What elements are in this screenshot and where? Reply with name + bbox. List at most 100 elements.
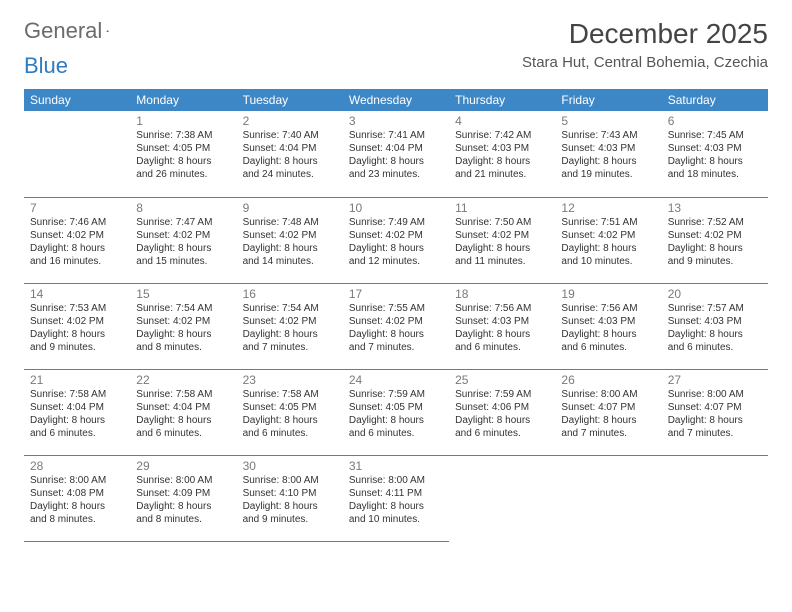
day-number: 12 <box>561 201 655 215</box>
calendar-day-cell: 5Sunrise: 7:43 AMSunset: 4:03 PMDaylight… <box>555 111 661 197</box>
calendar-week-row: 7Sunrise: 7:46 AMSunset: 4:02 PMDaylight… <box>24 197 768 283</box>
day-number: 14 <box>30 287 124 301</box>
calendar-day-cell: 27Sunrise: 8:00 AMSunset: 4:07 PMDayligh… <box>662 369 768 455</box>
day-number: 24 <box>349 373 443 387</box>
calendar-day-cell: 12Sunrise: 7:51 AMSunset: 4:02 PMDayligh… <box>555 197 661 283</box>
day-info: Sunrise: 7:49 AMSunset: 4:02 PMDaylight:… <box>349 216 443 268</box>
calendar-week-row: 14Sunrise: 7:53 AMSunset: 4:02 PMDayligh… <box>24 283 768 369</box>
calendar-day-cell: 9Sunrise: 7:48 AMSunset: 4:02 PMDaylight… <box>237 197 343 283</box>
weekday-header: Sunday <box>24 89 130 111</box>
day-number: 4 <box>455 114 549 128</box>
day-info: Sunrise: 7:52 AMSunset: 4:02 PMDaylight:… <box>668 216 762 268</box>
day-number: 27 <box>668 373 762 387</box>
day-info: Sunrise: 8:00 AMSunset: 4:07 PMDaylight:… <box>668 388 762 440</box>
day-info: Sunrise: 7:58 AMSunset: 4:05 PMDaylight:… <box>243 388 337 440</box>
calendar-day-cell: 31Sunrise: 8:00 AMSunset: 4:11 PMDayligh… <box>343 455 449 541</box>
day-number: 23 <box>243 373 337 387</box>
day-info: Sunrise: 7:54 AMSunset: 4:02 PMDaylight:… <box>136 302 230 354</box>
day-info: Sunrise: 7:42 AMSunset: 4:03 PMDaylight:… <box>455 129 549 181</box>
day-info: Sunrise: 7:56 AMSunset: 4:03 PMDaylight:… <box>455 302 549 354</box>
calendar-day-cell: 7Sunrise: 7:46 AMSunset: 4:02 PMDaylight… <box>24 197 130 283</box>
day-number: 18 <box>455 287 549 301</box>
calendar-day-cell: 26Sunrise: 8:00 AMSunset: 4:07 PMDayligh… <box>555 369 661 455</box>
day-number: 31 <box>349 459 443 473</box>
day-info: Sunrise: 7:54 AMSunset: 4:02 PMDaylight:… <box>243 302 337 354</box>
calendar-day-cell: 23Sunrise: 7:58 AMSunset: 4:05 PMDayligh… <box>237 369 343 455</box>
calendar-day-cell: 4Sunrise: 7:42 AMSunset: 4:03 PMDaylight… <box>449 111 555 197</box>
calendar-week-row: 21Sunrise: 7:58 AMSunset: 4:04 PMDayligh… <box>24 369 768 455</box>
day-info: Sunrise: 7:45 AMSunset: 4:03 PMDaylight:… <box>668 129 762 181</box>
calendar-day-cell: 29Sunrise: 8:00 AMSunset: 4:09 PMDayligh… <box>130 455 236 541</box>
brand-word-2: Blue <box>24 53 68 79</box>
day-number: 19 <box>561 287 655 301</box>
day-info: Sunrise: 7:40 AMSunset: 4:04 PMDaylight:… <box>243 129 337 181</box>
calendar-day-cell: 3Sunrise: 7:41 AMSunset: 4:04 PMDaylight… <box>343 111 449 197</box>
day-number: 8 <box>136 201 230 215</box>
day-info: Sunrise: 7:48 AMSunset: 4:02 PMDaylight:… <box>243 216 337 268</box>
day-info: Sunrise: 7:53 AMSunset: 4:02 PMDaylight:… <box>30 302 124 354</box>
calendar-day-cell: 18Sunrise: 7:56 AMSunset: 4:03 PMDayligh… <box>449 283 555 369</box>
day-info: Sunrise: 7:55 AMSunset: 4:02 PMDaylight:… <box>349 302 443 354</box>
calendar-day-cell: 13Sunrise: 7:52 AMSunset: 4:02 PMDayligh… <box>662 197 768 283</box>
day-info: Sunrise: 7:43 AMSunset: 4:03 PMDaylight:… <box>561 129 655 181</box>
weekday-header: Monday <box>130 89 236 111</box>
day-number: 22 <box>136 373 230 387</box>
calendar-day-cell: 16Sunrise: 7:54 AMSunset: 4:02 PMDayligh… <box>237 283 343 369</box>
calendar-week-row: 28Sunrise: 8:00 AMSunset: 4:08 PMDayligh… <box>24 455 768 541</box>
weekday-header: Saturday <box>662 89 768 111</box>
calendar-day-cell: 11Sunrise: 7:50 AMSunset: 4:02 PMDayligh… <box>449 197 555 283</box>
day-info: Sunrise: 8:00 AMSunset: 4:10 PMDaylight:… <box>243 474 337 526</box>
day-number: 21 <box>30 373 124 387</box>
day-info: Sunrise: 7:57 AMSunset: 4:03 PMDaylight:… <box>668 302 762 354</box>
calendar-table: SundayMondayTuesdayWednesdayThursdayFrid… <box>24 89 768 542</box>
calendar-empty-cell <box>24 111 130 197</box>
calendar-day-cell: 8Sunrise: 7:47 AMSunset: 4:02 PMDaylight… <box>130 197 236 283</box>
day-number: 2 <box>243 114 337 128</box>
month-title: December 2025 <box>522 18 768 50</box>
weekday-header: Wednesday <box>343 89 449 111</box>
day-info: Sunrise: 7:56 AMSunset: 4:03 PMDaylight:… <box>561 302 655 354</box>
day-info: Sunrise: 7:47 AMSunset: 4:02 PMDaylight:… <box>136 216 230 268</box>
calendar-day-cell: 30Sunrise: 8:00 AMSunset: 4:10 PMDayligh… <box>237 455 343 541</box>
calendar-day-cell: 21Sunrise: 7:58 AMSunset: 4:04 PMDayligh… <box>24 369 130 455</box>
brand-word-1: General <box>24 18 102 44</box>
calendar-empty-cell <box>662 455 768 541</box>
day-info: Sunrise: 7:41 AMSunset: 4:04 PMDaylight:… <box>349 129 443 181</box>
calendar-day-cell: 22Sunrise: 7:58 AMSunset: 4:04 PMDayligh… <box>130 369 236 455</box>
calendar-body: 1Sunrise: 7:38 AMSunset: 4:05 PMDaylight… <box>24 111 768 541</box>
day-info: Sunrise: 8:00 AMSunset: 4:09 PMDaylight:… <box>136 474 230 526</box>
title-block: December 2025 Stara Hut, Central Bohemia… <box>522 18 768 71</box>
day-info: Sunrise: 7:38 AMSunset: 4:05 PMDaylight:… <box>136 129 230 181</box>
day-info: Sunrise: 7:50 AMSunset: 4:02 PMDaylight:… <box>455 216 549 268</box>
calendar-day-cell: 17Sunrise: 7:55 AMSunset: 4:02 PMDayligh… <box>343 283 449 369</box>
calendar-week-row: 1Sunrise: 7:38 AMSunset: 4:05 PMDaylight… <box>24 111 768 197</box>
calendar-day-cell: 28Sunrise: 8:00 AMSunset: 4:08 PMDayligh… <box>24 455 130 541</box>
day-number: 30 <box>243 459 337 473</box>
brand-sail-icon <box>106 22 109 40</box>
day-info: Sunrise: 8:00 AMSunset: 4:11 PMDaylight:… <box>349 474 443 526</box>
calendar-empty-cell <box>449 455 555 541</box>
calendar-day-cell: 2Sunrise: 7:40 AMSunset: 4:04 PMDaylight… <box>237 111 343 197</box>
day-info: Sunrise: 7:59 AMSunset: 4:05 PMDaylight:… <box>349 388 443 440</box>
day-number: 3 <box>349 114 443 128</box>
day-info: Sunrise: 7:46 AMSunset: 4:02 PMDaylight:… <box>30 216 124 268</box>
location-text: Stara Hut, Central Bohemia, Czechia <box>522 54 768 71</box>
calendar-day-cell: 19Sunrise: 7:56 AMSunset: 4:03 PMDayligh… <box>555 283 661 369</box>
day-number: 11 <box>455 201 549 215</box>
weekday-header: Friday <box>555 89 661 111</box>
day-number: 1 <box>136 114 230 128</box>
day-number: 9 <box>243 201 337 215</box>
day-number: 16 <box>243 287 337 301</box>
day-number: 5 <box>561 114 655 128</box>
day-number: 25 <box>455 373 549 387</box>
calendar-day-cell: 25Sunrise: 7:59 AMSunset: 4:06 PMDayligh… <box>449 369 555 455</box>
weekday-header: Tuesday <box>237 89 343 111</box>
calendar-day-cell: 14Sunrise: 7:53 AMSunset: 4:02 PMDayligh… <box>24 283 130 369</box>
day-info: Sunrise: 7:58 AMSunset: 4:04 PMDaylight:… <box>30 388 124 440</box>
day-number: 29 <box>136 459 230 473</box>
calendar-header-row: SundayMondayTuesdayWednesdayThursdayFrid… <box>24 89 768 111</box>
calendar-empty-cell <box>555 455 661 541</box>
day-info: Sunrise: 8:00 AMSunset: 4:07 PMDaylight:… <box>561 388 655 440</box>
day-number: 7 <box>30 201 124 215</box>
day-number: 13 <box>668 201 762 215</box>
